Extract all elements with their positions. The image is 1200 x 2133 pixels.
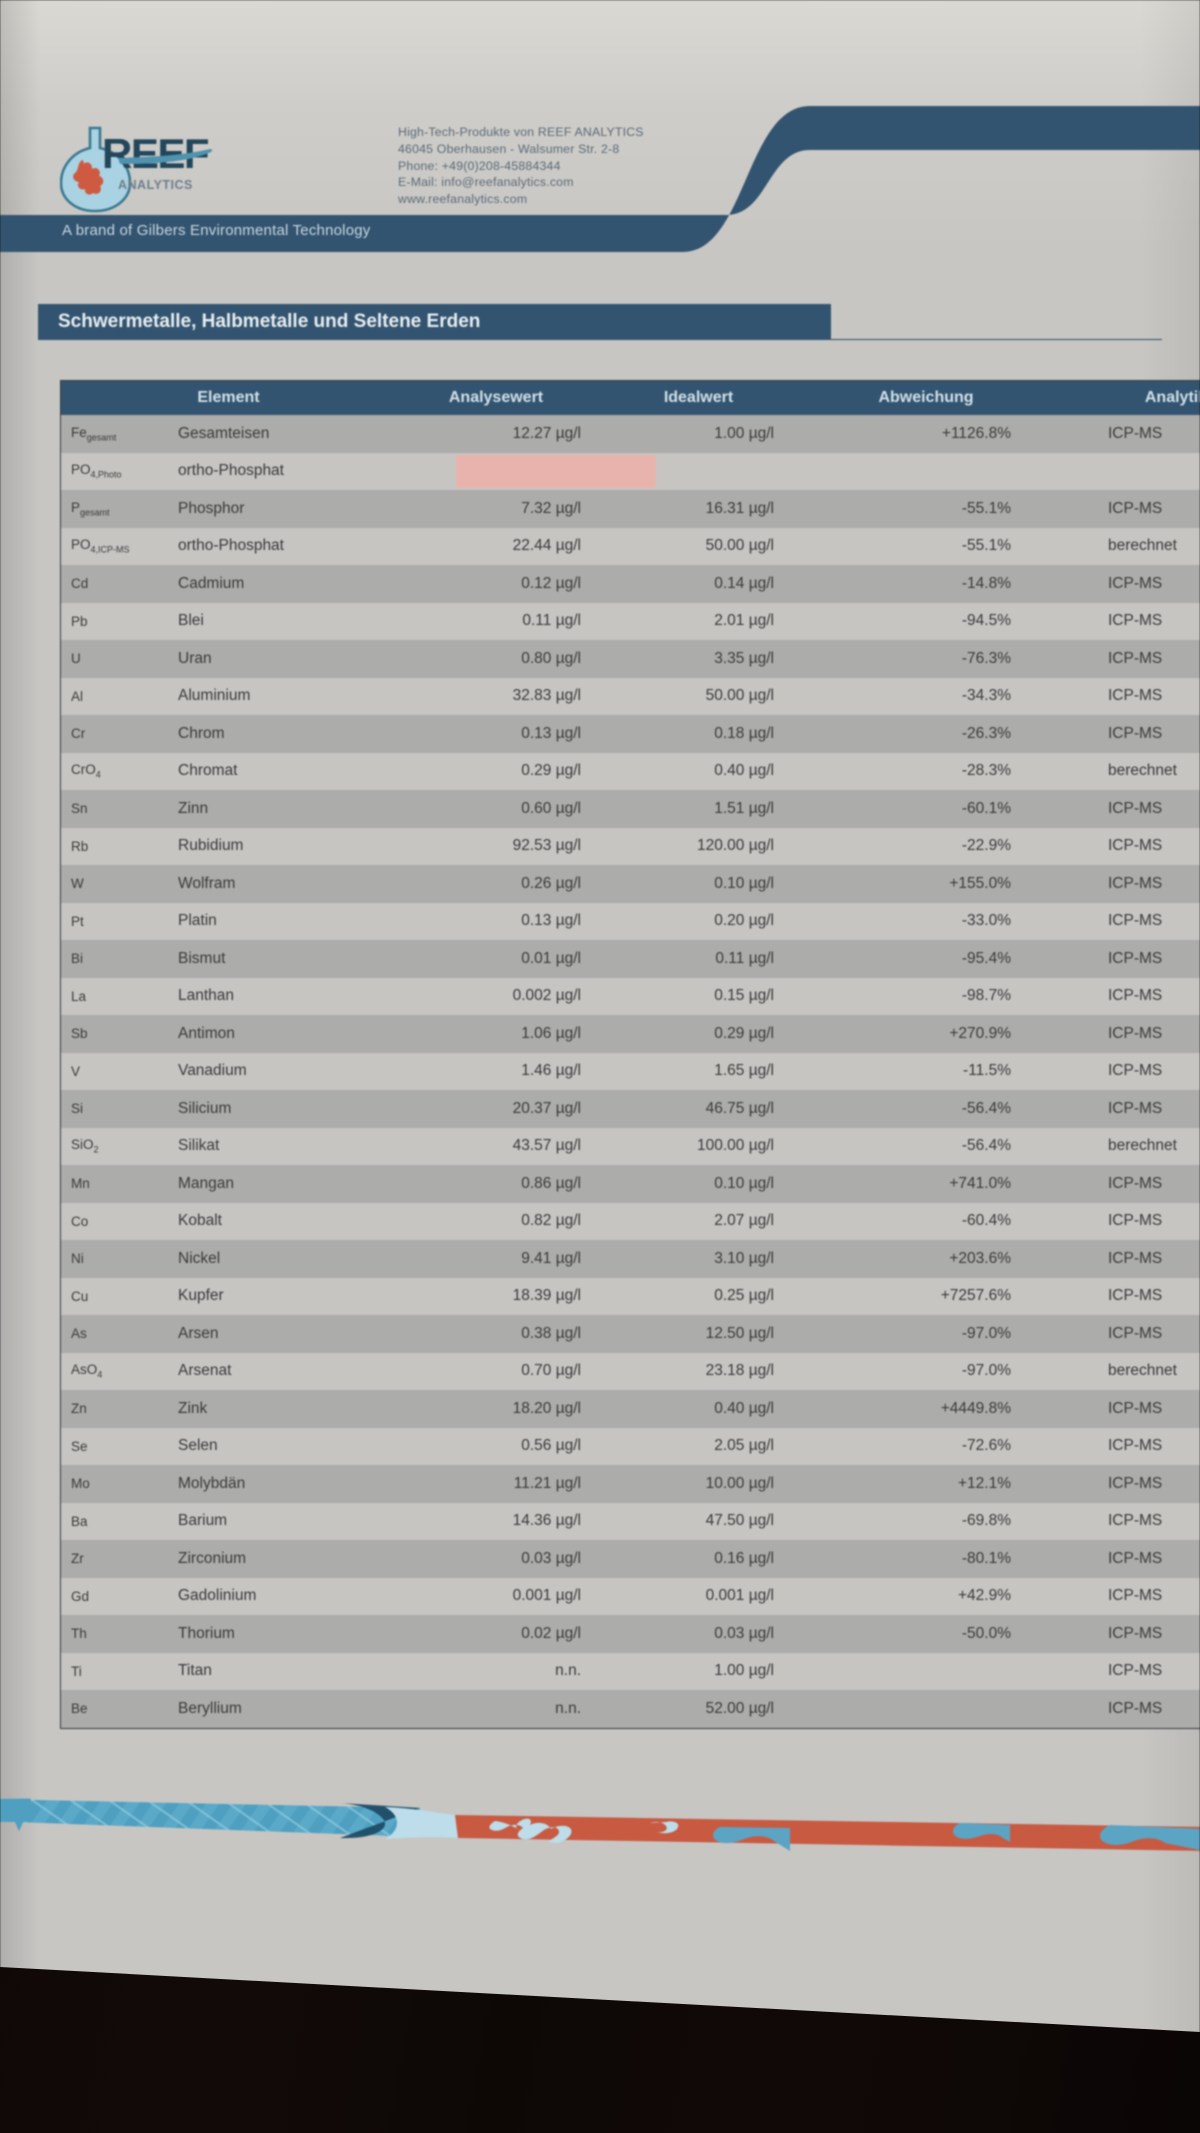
svg-text:ANALYTICS: ANALYTICS: [118, 178, 193, 192]
